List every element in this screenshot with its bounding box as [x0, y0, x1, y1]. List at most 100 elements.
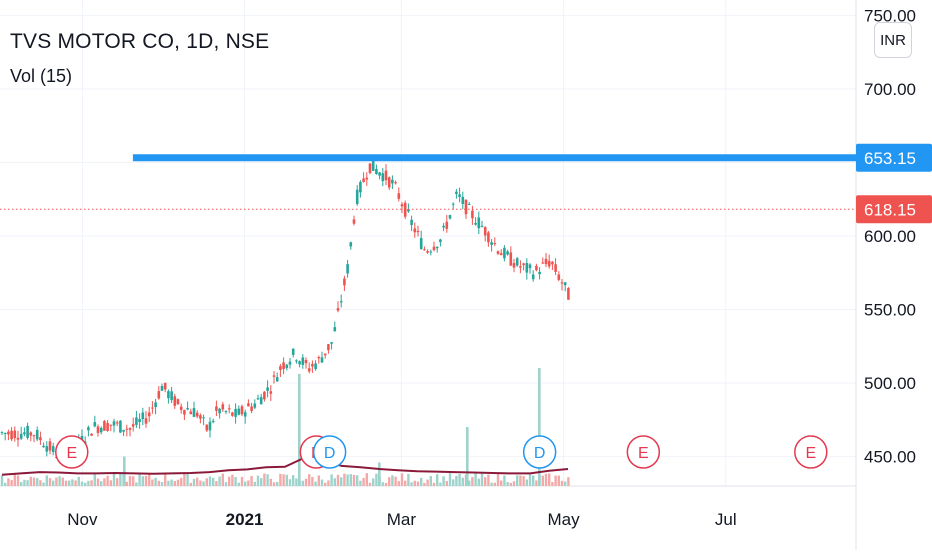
volume-bar	[292, 475, 295, 486]
volume-indicator-label[interactable]: Vol (15)	[10, 66, 73, 86]
volume-bar	[256, 475, 260, 486]
currency-button[interactable]: INR	[874, 22, 912, 58]
volume-bar	[512, 481, 516, 486]
event-marker-label: E	[805, 445, 816, 462]
candle-body	[189, 411, 193, 415]
candle-body	[154, 402, 157, 408]
candle-body	[416, 230, 420, 233]
candle-body	[234, 408, 237, 417]
volume-bar	[164, 474, 167, 486]
candle-body	[384, 170, 388, 181]
volume-bar	[480, 473, 484, 486]
candle-body	[298, 361, 301, 365]
candle-body	[311, 363, 314, 367]
volume-bar	[112, 473, 116, 486]
earnings-marker[interactable]	[55, 435, 89, 469]
price-tick-label: 450.00	[864, 448, 916, 467]
candle-body	[96, 426, 100, 433]
candle-body	[141, 412, 145, 420]
candle-body	[371, 160, 375, 171]
candle-body	[275, 377, 279, 382]
candle-body	[240, 406, 244, 415]
volume-bar	[554, 475, 557, 486]
volume-bar	[80, 481, 84, 486]
volume-bar	[39, 480, 42, 486]
candle-body	[125, 428, 129, 430]
volume-bar	[317, 475, 320, 486]
candle-body	[45, 446, 49, 452]
dividend-marker[interactable]	[312, 435, 347, 469]
volume-bar	[141, 476, 144, 486]
candle-body	[288, 361, 292, 365]
volume-bar	[362, 477, 365, 486]
candle-body	[403, 202, 407, 217]
candle-body	[221, 404, 225, 410]
earnings-marker[interactable]	[626, 435, 661, 469]
candle-body	[435, 246, 439, 249]
candle-body	[467, 203, 471, 205]
candle-body	[442, 225, 445, 228]
candle-body	[327, 344, 330, 351]
candle-body	[263, 391, 266, 400]
candle-body	[307, 368, 311, 372]
candle-body	[544, 258, 548, 265]
candle-body	[483, 227, 487, 236]
candle-body	[13, 430, 17, 439]
volume-bar	[423, 482, 426, 486]
candle-body	[19, 433, 23, 439]
volume-ma-line	[1, 456, 569, 476]
volume-bar	[298, 373, 301, 486]
candle-body	[122, 429, 125, 432]
volume-bar	[237, 482, 240, 486]
candle-body	[199, 415, 202, 419]
volume-bar	[541, 475, 544, 486]
candle-body	[538, 271, 541, 275]
volume-bar	[375, 473, 378, 486]
volume-bar	[74, 480, 77, 486]
candle-body	[522, 263, 525, 265]
candle-body	[3, 432, 7, 434]
volume-bar	[544, 473, 548, 486]
volume-bar	[61, 477, 64, 486]
candle-body	[237, 408, 241, 415]
volume-bar	[13, 473, 16, 486]
candle-body	[336, 308, 340, 311]
volume-bar	[432, 482, 436, 486]
candle-body	[291, 348, 295, 355]
volume-bar	[311, 476, 314, 486]
volume-bar	[192, 478, 196, 486]
volume-bar	[320, 479, 324, 486]
candle-body	[202, 417, 205, 419]
event-marker-label: E	[66, 445, 77, 462]
volume-bar	[132, 476, 135, 486]
volume-bar	[519, 475, 522, 486]
earnings-marker[interactable]	[794, 435, 828, 469]
volume-bar	[55, 477, 58, 486]
volume-bar	[208, 476, 212, 486]
candle-body	[330, 342, 333, 344]
candle-body	[464, 199, 468, 215]
candle-body	[29, 432, 33, 436]
volume-bar	[352, 474, 356, 486]
volume-bar	[407, 473, 410, 486]
candle-body	[477, 217, 481, 229]
volume-bar	[234, 476, 237, 486]
volume-bar	[400, 473, 404, 486]
candle-body	[426, 251, 429, 253]
volume-bar	[279, 473, 282, 486]
volume-bar	[215, 481, 218, 486]
candle-body	[0, 432, 4, 434]
volume-bar	[183, 473, 186, 486]
dividend-marker[interactable]	[522, 435, 557, 469]
volume-bar	[96, 478, 100, 486]
candle-body	[528, 264, 532, 269]
candle-body	[419, 238, 423, 249]
price-tick-label: 550.00	[864, 301, 916, 320]
candle-body	[387, 177, 391, 188]
volume-bar	[45, 475, 48, 486]
candle-body	[445, 221, 449, 229]
volume-bar	[365, 473, 368, 486]
candle-body	[391, 179, 394, 184]
